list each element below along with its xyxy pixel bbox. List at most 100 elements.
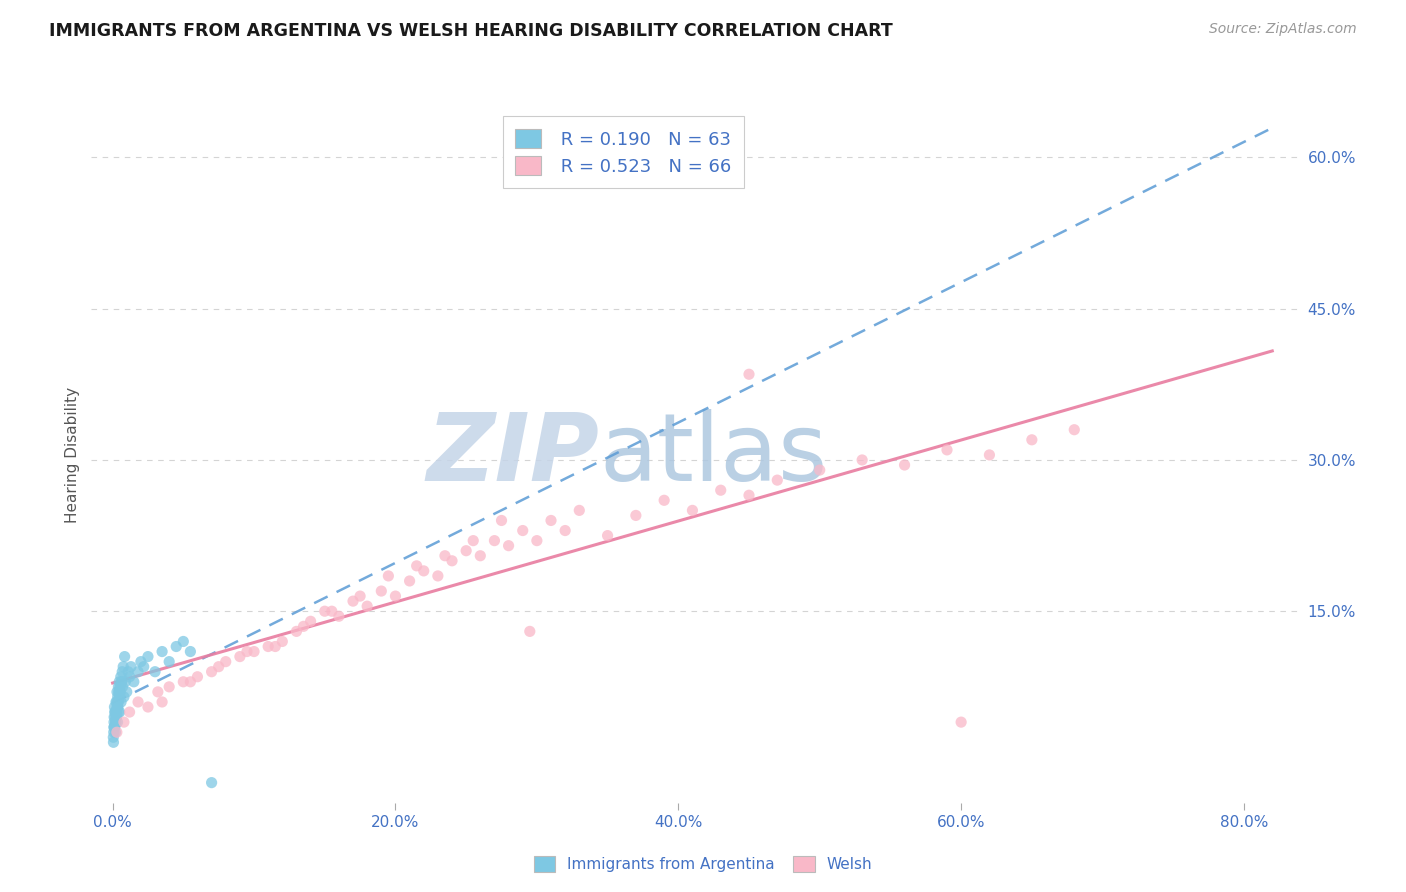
Point [117,665,139,679]
Point [107,690,129,704]
Point [426,569,449,583]
Point [111,680,134,694]
Point [107,715,129,730]
Point [484,533,506,548]
Point [681,503,703,517]
Point [893,458,915,472]
Point [200,775,222,789]
Point [104,710,127,724]
Point [107,705,129,719]
Point [463,533,485,548]
Point [103,700,125,714]
Point [111,674,134,689]
Point [292,619,315,633]
Legend:  R = 0.190   N = 63,  R = 0.523   N = 66: R = 0.190 N = 63, R = 0.523 N = 66 [503,116,744,188]
Point [370,584,392,599]
Point [107,695,129,709]
Point [456,543,478,558]
Point [105,685,128,699]
Point [108,685,131,699]
Point [105,700,128,714]
Point [129,655,152,669]
Point [314,604,336,618]
Point [122,674,145,689]
Text: Source: ZipAtlas.com: Source: ZipAtlas.com [1209,22,1357,37]
Point [104,715,127,730]
Point [519,624,541,639]
Point [157,655,180,669]
Point [440,554,463,568]
Point [112,659,135,673]
Point [491,513,513,527]
Point [172,634,194,648]
Point [321,604,343,618]
Point [200,665,222,679]
Point [377,569,399,583]
Point [165,640,187,654]
Point [150,644,173,658]
Point [104,720,127,734]
Point [738,488,761,502]
Point [215,655,238,669]
Legend: Immigrants from Argentina, Welsh: Immigrants from Argentina, Welsh [526,848,880,880]
Point [103,710,125,724]
Point [808,463,831,477]
Point [108,705,131,719]
Point [127,695,149,709]
Point [108,680,131,694]
Point [107,700,129,714]
Point [132,659,155,673]
Point [103,720,125,734]
Point [950,715,973,730]
Point [157,680,180,694]
Point [120,659,142,673]
Point [103,735,125,749]
Point [328,609,350,624]
Point [526,533,548,548]
Point [112,715,135,730]
Text: atlas: atlas [599,409,828,501]
Point [104,725,127,739]
Point [554,524,576,538]
Point [568,503,591,517]
Point [979,448,1001,462]
Point [105,710,128,724]
Point [512,524,534,538]
Point [398,574,420,588]
Point [1063,423,1085,437]
Point [104,715,127,730]
Point [127,665,149,679]
Point [186,670,208,684]
Point [498,539,520,553]
Point [146,685,169,699]
Point [229,649,252,664]
Point [108,674,131,689]
Point [136,700,159,714]
Point [1021,433,1043,447]
Point [264,640,287,654]
Point [110,695,132,709]
Point [105,705,128,719]
Point [112,690,135,704]
Point [172,674,194,689]
Point [110,685,132,699]
Point [105,705,128,719]
Point [349,589,371,603]
Text: ZIP: ZIP [426,409,599,501]
Point [136,649,159,664]
Point [150,695,173,709]
Point [710,483,733,498]
Point [108,685,131,699]
Point [596,528,619,542]
Point [103,725,125,739]
Point [624,508,647,523]
Point [652,493,675,508]
Point [285,624,308,639]
Point [110,674,132,689]
Point [104,705,127,719]
Point [384,589,406,603]
Point [299,615,322,629]
Point [105,725,128,739]
Point [179,674,201,689]
Point [105,700,128,714]
